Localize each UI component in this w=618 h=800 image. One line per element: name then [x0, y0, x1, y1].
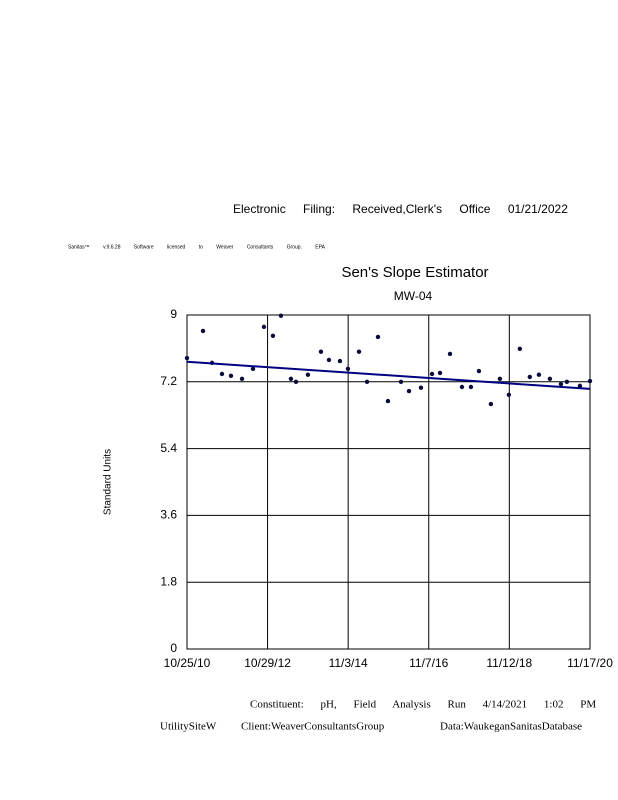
- data-point: [219, 371, 225, 377]
- y-tick-label: 9: [170, 307, 177, 321]
- x-tick-label: 11/3/14: [329, 656, 368, 670]
- data-point: [293, 379, 299, 384]
- x-tick-label: 10/25/10: [164, 656, 211, 670]
- data-point: [200, 328, 206, 334]
- data-point: [228, 373, 234, 379]
- data-point: [270, 333, 276, 338]
- data-point: [497, 376, 503, 382]
- data-point: [398, 379, 404, 384]
- data-point: [239, 376, 245, 382]
- x-tick-label: 11/12/18: [486, 656, 532, 670]
- data-point: [437, 370, 443, 376]
- plot-frame: [186, 314, 591, 650]
- data-point: [488, 401, 494, 407]
- y-tick-label: 7.2: [160, 374, 177, 388]
- data-point: [318, 349, 324, 354]
- filing-header: Electronic Filing: Received,Clerk's Offi…: [233, 202, 568, 216]
- data-point: [375, 334, 381, 340]
- data-point: [406, 388, 412, 394]
- data-point: [278, 313, 284, 318]
- y-tick-label: 3.6: [160, 508, 177, 522]
- x-tick-label: 11/17/20: [567, 656, 613, 670]
- data-point: [506, 392, 512, 397]
- data-point: [527, 374, 533, 380]
- data-point: [447, 351, 453, 357]
- data-point: [577, 383, 583, 389]
- data-point: [184, 355, 190, 361]
- footer-site: UtilitySiteW: [160, 721, 217, 733]
- y-tick-label: 5.4: [160, 441, 177, 455]
- data-point: [468, 384, 474, 390]
- data-point: [558, 381, 564, 387]
- data-point: [364, 379, 370, 384]
- data-point: [476, 368, 482, 374]
- trend-line: [186, 360, 591, 390]
- data-point: [459, 384, 465, 390]
- data-point: [418, 385, 424, 390]
- data-point: [536, 372, 542, 377]
- footer-run: Constituent: pH, Field Analysis Run 4/14…: [250, 699, 596, 711]
- data-point: [337, 358, 343, 364]
- data-point: [261, 324, 267, 330]
- data-point: [288, 376, 294, 382]
- data-point: [517, 346, 523, 351]
- chart-subtitle: MW-04: [394, 289, 433, 303]
- data-point: [305, 372, 311, 377]
- x-tick-label: 10/29/12: [244, 656, 291, 670]
- footer-database: Data:WaukeganSanitasDatabase: [440, 721, 582, 733]
- data-point: [345, 366, 351, 372]
- data-point: [587, 378, 593, 384]
- data-point: [326, 357, 332, 363]
- y-axis-label: Standard Units: [103, 449, 114, 515]
- data-point: [356, 349, 362, 354]
- data-point: [429, 371, 435, 377]
- data-point: [547, 376, 553, 382]
- y-tick-label: 1.8: [160, 574, 177, 588]
- data-point: [385, 398, 391, 404]
- x-tick-label: 11/7/16: [409, 656, 448, 670]
- y-tick-label: 0: [170, 641, 177, 655]
- chart-title: Sen's Slope Estimator: [341, 264, 488, 281]
- data-point: [250, 366, 256, 372]
- footer-client: Client:WeaverConsultantsGroup: [241, 721, 385, 733]
- data-point: [564, 379, 570, 384]
- license-line: Sanitas™ v.9.6.28 Software licensed to W…: [68, 244, 326, 250]
